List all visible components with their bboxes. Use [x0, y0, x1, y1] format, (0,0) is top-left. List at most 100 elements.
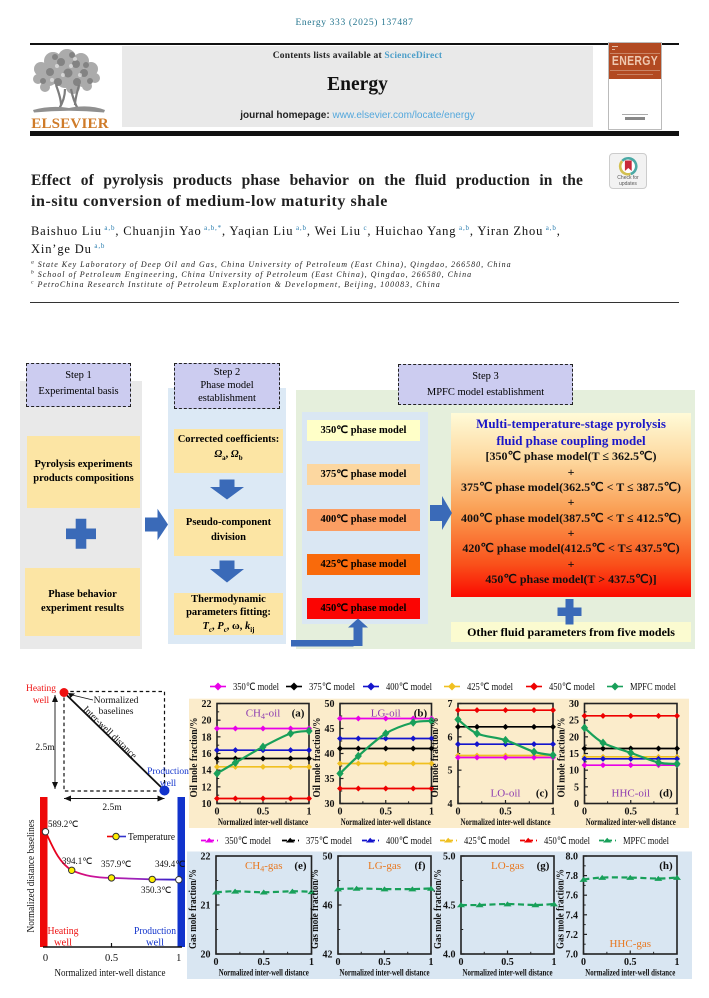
svg-text:MPFC model: MPFC model — [630, 682, 676, 693]
svg-text:CH4-oil: CH4-oil — [246, 708, 281, 722]
svg-text:Gas mole fraction/%: Gas mole fraction/% — [310, 869, 321, 949]
svg-text:450℃ model: 450℃ model — [549, 682, 595, 693]
svg-text:1: 1 — [675, 807, 680, 818]
svg-text:Normalized inter-well distance: Normalized inter-well distance — [218, 817, 308, 827]
svg-text:0: 0 — [336, 957, 341, 968]
svg-text:Gas mole fraction/%: Gas mole fraction/% — [556, 869, 567, 949]
svg-text:20: 20 — [569, 732, 579, 743]
svg-text:450℃ model: 450℃ model — [544, 836, 590, 847]
svg-text:LO-gas: LO-gas — [491, 860, 524, 872]
svg-text:425℃ model: 425℃ model — [464, 836, 510, 847]
svg-text:0: 0 — [214, 957, 219, 968]
svg-text:35: 35 — [325, 774, 335, 785]
svg-text:350℃ model: 350℃ model — [225, 836, 271, 847]
svg-text:(f): (f) — [415, 860, 426, 872]
svg-text:Normalized inter-well distance: Normalized inter-well distance — [341, 817, 431, 827]
svg-text:HHC-oil: HHC-oil — [612, 788, 651, 800]
svg-text:350℃ model: 350℃ model — [233, 682, 279, 693]
svg-text:Normalized: Normalized — [94, 696, 139, 706]
svg-text:400℃ model: 400℃ model — [386, 682, 432, 693]
svg-text:30: 30 — [325, 799, 335, 810]
svg-text:1: 1 — [552, 957, 557, 968]
svg-text:MPFC model: MPFC model — [623, 836, 669, 847]
svg-text:CH4-gas: CH4-gas — [245, 860, 283, 874]
svg-text:589.2℃: 589.2℃ — [48, 819, 78, 829]
svg-text:8.0: 8.0 — [566, 852, 579, 863]
svg-text:1: 1 — [675, 957, 680, 968]
svg-text:350.3℃: 350.3℃ — [141, 885, 171, 895]
svg-text:25: 25 — [569, 716, 579, 727]
svg-text:50: 50 — [325, 699, 335, 710]
svg-text:Oil mole fraction/%: Oil mole fraction/% — [189, 718, 200, 798]
svg-text:20: 20 — [201, 950, 211, 961]
svg-text:0.5: 0.5 — [378, 957, 391, 968]
svg-text:10: 10 — [569, 766, 579, 777]
svg-text:45: 45 — [325, 724, 335, 735]
svg-text:well: well — [54, 938, 72, 949]
svg-text:Normalized inter-well distance: Normalized inter-well distance — [219, 968, 309, 978]
svg-text:2.5m: 2.5m — [102, 803, 122, 813]
svg-text:40: 40 — [325, 749, 335, 760]
svg-text:12: 12 — [202, 782, 212, 793]
svg-text:0: 0 — [582, 807, 587, 818]
svg-text:42: 42 — [323, 950, 333, 961]
svg-text:18: 18 — [202, 732, 212, 743]
svg-text:0: 0 — [581, 957, 586, 968]
svg-text:Normalized inter-well distance: Normalized inter-well distance — [585, 968, 675, 978]
svg-text:7.8: 7.8 — [566, 871, 579, 882]
svg-text:1: 1 — [307, 807, 312, 818]
svg-text:0: 0 — [574, 799, 579, 810]
svg-text:0: 0 — [338, 807, 343, 818]
svg-text:1: 1 — [429, 957, 434, 968]
svg-text:well: well — [160, 779, 177, 789]
svg-text:(d): (d) — [659, 788, 673, 800]
svg-text:21: 21 — [201, 901, 211, 912]
svg-text:1: 1 — [309, 957, 314, 968]
svg-text:5: 5 — [574, 782, 579, 793]
svg-text:14: 14 — [202, 766, 212, 777]
svg-text:Gas mole fraction/%: Gas mole fraction/% — [188, 869, 199, 949]
svg-text:10: 10 — [202, 799, 212, 810]
svg-text:(c): (c) — [536, 788, 549, 800]
svg-text:16: 16 — [202, 749, 212, 760]
svg-text:4.0: 4.0 — [443, 950, 456, 961]
svg-text:4: 4 — [448, 799, 453, 810]
svg-text:Gas mole fraction/%: Gas mole fraction/% — [433, 869, 444, 949]
svg-text:well: well — [33, 696, 50, 706]
svg-text:50: 50 — [323, 852, 333, 863]
svg-text:30: 30 — [569, 699, 579, 710]
svg-text:400℃ model: 400℃ model — [386, 836, 432, 847]
svg-text:Heating: Heating — [26, 684, 56, 694]
svg-text:22: 22 — [202, 699, 212, 710]
svg-text:425℃ model: 425℃ model — [467, 682, 513, 693]
svg-text:349.4℃: 349.4℃ — [155, 859, 185, 869]
svg-text:15: 15 — [569, 749, 579, 760]
svg-text:375℃ model: 375℃ model — [306, 836, 352, 847]
svg-text:0.5: 0.5 — [258, 957, 271, 968]
svg-text:394.1℃: 394.1℃ — [62, 856, 92, 866]
svg-text:Oil mole fraction/%: Oil mole fraction/% — [557, 718, 568, 798]
svg-text:22: 22 — [201, 852, 211, 863]
svg-text:7.2: 7.2 — [566, 930, 579, 941]
svg-text:6: 6 — [448, 732, 453, 743]
svg-text:0.5: 0.5 — [624, 957, 637, 968]
svg-text:(b): (b) — [414, 708, 428, 720]
svg-text:Oil mole fraction/%: Oil mole fraction/% — [430, 718, 441, 798]
svg-text:Normalized inter-well distance: Normalized inter-well distance — [340, 968, 430, 978]
svg-text:Normalized distance baselines: Normalized distance baselines — [26, 820, 37, 933]
svg-text:1: 1 — [551, 807, 556, 818]
svg-text:LG-oil: LG-oil — [371, 708, 401, 720]
svg-text:7.4: 7.4 — [566, 910, 579, 921]
svg-text:0: 0 — [456, 807, 461, 818]
svg-text:(e): (e) — [294, 860, 307, 872]
svg-text:0.5: 0.5 — [625, 807, 638, 818]
svg-text:0.5: 0.5 — [499, 807, 512, 818]
svg-text:Normalized inter-well distance: Normalized inter-well distance — [461, 817, 551, 827]
svg-text:(g): (g) — [537, 860, 550, 872]
svg-text:0.5: 0.5 — [257, 807, 270, 818]
svg-text:1: 1 — [429, 807, 434, 818]
svg-text:0.5: 0.5 — [105, 953, 118, 964]
svg-text:Temperature: Temperature — [128, 832, 176, 843]
svg-text:baselines: baselines — [99, 707, 134, 717]
svg-text:0.5: 0.5 — [501, 957, 514, 968]
